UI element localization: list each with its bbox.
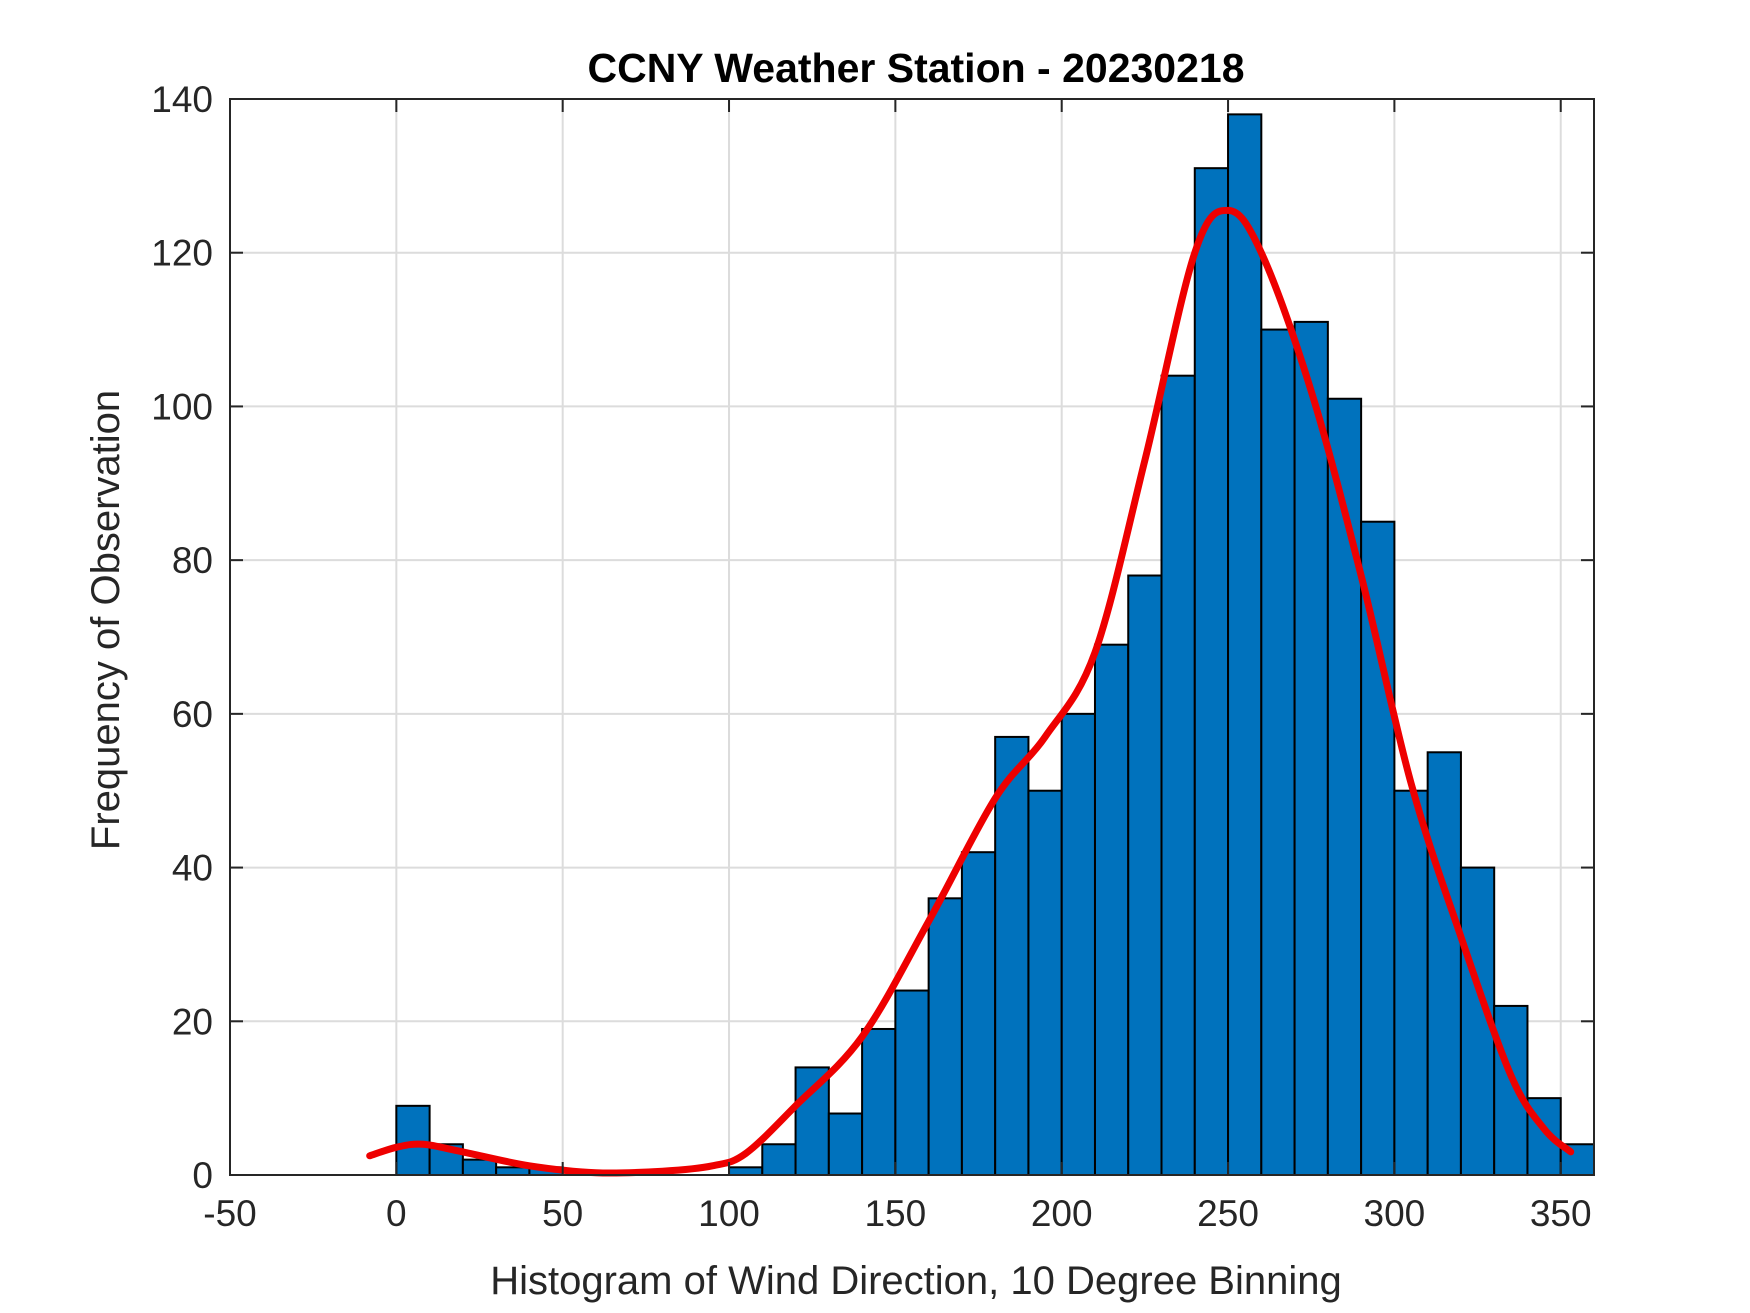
axes (229, 98, 1595, 1176)
x-tick-label: 50 (542, 1193, 583, 1234)
histogram-bar (1160, 374, 1196, 1176)
histogram-bar (927, 897, 963, 1176)
x-tick-label: 250 (1197, 1193, 1259, 1234)
histogram-bar (861, 1027, 897, 1176)
histogram-bar (1193, 167, 1230, 1176)
histogram-bar (1227, 113, 1263, 1176)
x-tick-label: -50 (203, 1193, 256, 1234)
histogram-bar (894, 989, 930, 1176)
y-tick-label: 0 (192, 1155, 213, 1196)
fit-curve (366, 206, 1575, 1177)
x-tick-label: 350 (1530, 1193, 1592, 1234)
histogram-bar (827, 1112, 864, 1176)
histogram-bar (728, 1166, 764, 1177)
histogram-bar (461, 1158, 498, 1176)
x-tick-label: 0 (386, 1193, 407, 1234)
histogram-bar (994, 735, 1030, 1177)
y-axis-label: Frequency of Observation (84, 390, 128, 850)
histogram-bar (1060, 712, 1096, 1176)
histogram-bar (1326, 397, 1363, 1176)
histogram-bar (960, 851, 997, 1176)
histogram-bar (1260, 328, 1296, 1177)
x-tick-label: 100 (698, 1193, 760, 1234)
tick-labels: -50 0 50 100 150 200 250 300 3500204060801001201… (151, 79, 1591, 1234)
x-tick-label: 150 (864, 1193, 926, 1234)
y-tick-label: 120 (151, 233, 213, 274)
histogram-bar (1360, 520, 1396, 1176)
histogram-bar (761, 1143, 797, 1177)
x-axis-label: Histogram of Wind Direction, 10 Degree B… (490, 1259, 1342, 1303)
y-tick-label: 60 (172, 694, 213, 735)
fit-curve-layer (366, 206, 1575, 1177)
y-tick-label: 20 (172, 1001, 213, 1042)
histogram-bar (395, 1104, 431, 1177)
histogram-bar (1493, 1004, 1529, 1177)
y-tick-label: 100 (151, 386, 213, 427)
y-tick-label: 140 (151, 79, 213, 120)
histogram-bar (1293, 320, 1329, 1176)
x-tick-label: 200 (1031, 1193, 1093, 1234)
axes-box (229, 98, 1595, 1176)
histogram-bar (1426, 751, 1462, 1176)
y-tick-label: 40 (172, 848, 213, 889)
histogram-bar (1393, 789, 1429, 1176)
chart-title: CCNY Weather Station - 20230218 (587, 45, 1244, 91)
histogram-bar (1093, 643, 1130, 1176)
histogram-bar (1127, 574, 1163, 1176)
histogram-bar (1027, 789, 1063, 1176)
y-tick-label: 80 (172, 540, 213, 581)
x-tick-label: 300 (1364, 1193, 1426, 1234)
